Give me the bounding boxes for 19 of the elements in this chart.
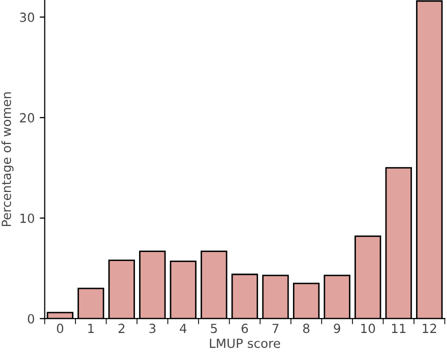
x-tick-label: 6 xyxy=(242,324,248,334)
x-tick-label: 8 xyxy=(303,324,310,334)
x-tick-label: 2 xyxy=(118,324,124,333)
x-axis-title: LMUP score xyxy=(210,338,280,348)
x-tick-label: 3 xyxy=(149,324,156,334)
y-axis-title: Percentage of women xyxy=(1,92,14,226)
x-tick-label: 5 xyxy=(210,324,217,334)
x-tick-label: 10 xyxy=(361,324,375,334)
y-tick-label: 10 xyxy=(20,214,34,224)
x-tick-label: 11 xyxy=(392,324,406,333)
x-tick-label: 9 xyxy=(334,324,340,334)
x-tick-label: 4 xyxy=(180,324,186,333)
y-tick-label: 20 xyxy=(20,113,34,123)
y-tick-label: 30 xyxy=(20,12,34,22)
x-tick-label: 1 xyxy=(88,324,94,333)
y-tick-label: 0 xyxy=(28,314,34,324)
x-tick-label: 7 xyxy=(272,324,278,333)
x-tick-label: 0 xyxy=(56,324,64,334)
x-tick-label: 12 xyxy=(422,324,436,333)
